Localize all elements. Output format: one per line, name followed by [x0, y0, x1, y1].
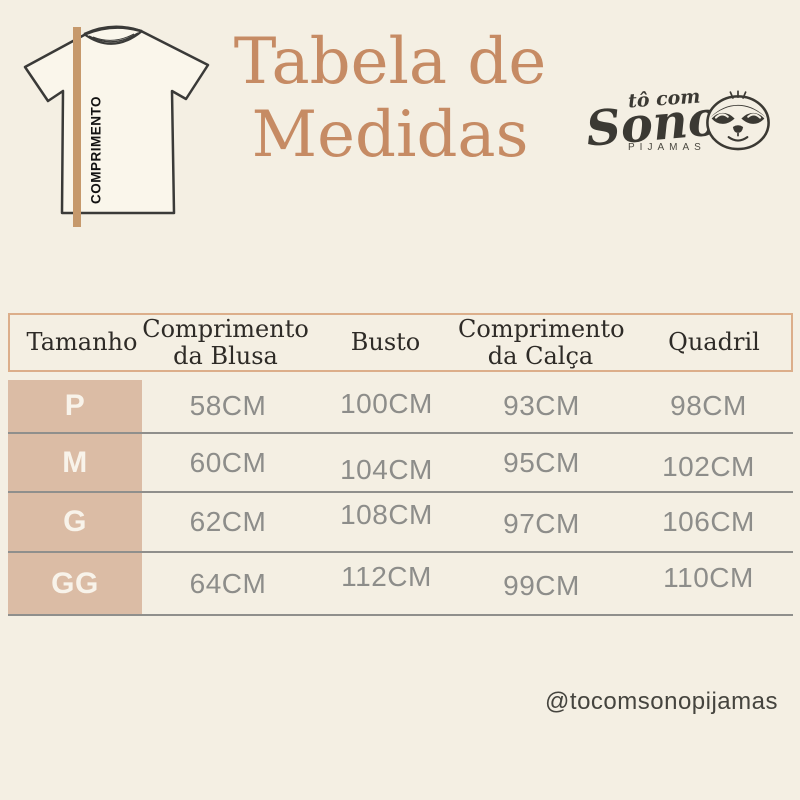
- cell-value: 106CM: [662, 506, 755, 537]
- tshirt-outline-icon: [23, 25, 210, 227]
- column-header-quadril: Quadril: [668, 328, 760, 357]
- sloth-face-icon: [706, 90, 770, 151]
- size-table-body: P 58CM 100CM 93CM 98CM M 60CM 104CM 95CM…: [8, 380, 793, 616]
- cell-value: 93CM: [503, 390, 580, 421]
- column-header-comprimento-blusa: Comprimento da Blusa: [142, 315, 309, 370]
- page-title: Tabela de Medidas: [205, 26, 575, 172]
- cell-value: 60CM: [189, 446, 267, 478]
- length-measure-line: [73, 27, 81, 227]
- size-badge: GG: [8, 553, 142, 614]
- table-row-p: P 58CM 100CM 93CM 98CM: [8, 380, 793, 434]
- cell-value: 95CM: [503, 446, 580, 478]
- table-row-gg: GG 64CM 112CM 99CM 110CM: [8, 553, 793, 616]
- cell-value: 112CM: [341, 560, 432, 592]
- cell-value: 99CM: [503, 569, 580, 601]
- size-badge: P: [8, 380, 142, 432]
- size-badge: M: [8, 434, 142, 491]
- page-title-line1: Tabela de: [233, 25, 547, 99]
- table-row-m: M 60CM 104CM 95CM 102CM: [8, 434, 793, 493]
- cell-value: 98CM: [670, 390, 747, 421]
- cell-value: 102CM: [662, 450, 755, 482]
- instagram-handle: @tocomsonopijamas: [545, 688, 778, 715]
- column-header-busto: Busto: [350, 328, 421, 357]
- cell-value: 104CM: [340, 453, 433, 485]
- column-header-comprimento-calca: Comprimento da Calça: [458, 315, 625, 370]
- cell-value: 97CM: [503, 508, 580, 539]
- brand-logo: tô com Sono PIJAMAS: [584, 76, 786, 176]
- column-header-tamanho: Tamanho: [26, 328, 138, 357]
- cell-value: 110CM: [663, 561, 754, 593]
- brand-logo-subtitle: PIJAMAS: [628, 142, 706, 153]
- cell-value: 58CM: [189, 390, 267, 421]
- page-title-line2: Medidas: [251, 98, 529, 172]
- cell-value: 108CM: [340, 499, 433, 530]
- cell-value: 100CM: [340, 388, 433, 419]
- cell-value: 62CM: [189, 506, 267, 537]
- cell-value: 64CM: [189, 567, 267, 599]
- table-row-g: G 62CM 108CM 97CM 106CM: [8, 493, 793, 553]
- tshirt-diagram: COMPRIMENTO: [10, 15, 220, 245]
- size-table-header: Tamanho Comprimento da Blusa Busto Compr…: [8, 313, 793, 372]
- size-badge: G: [8, 493, 142, 551]
- length-measure-label: COMPRIMENTO: [88, 96, 104, 205]
